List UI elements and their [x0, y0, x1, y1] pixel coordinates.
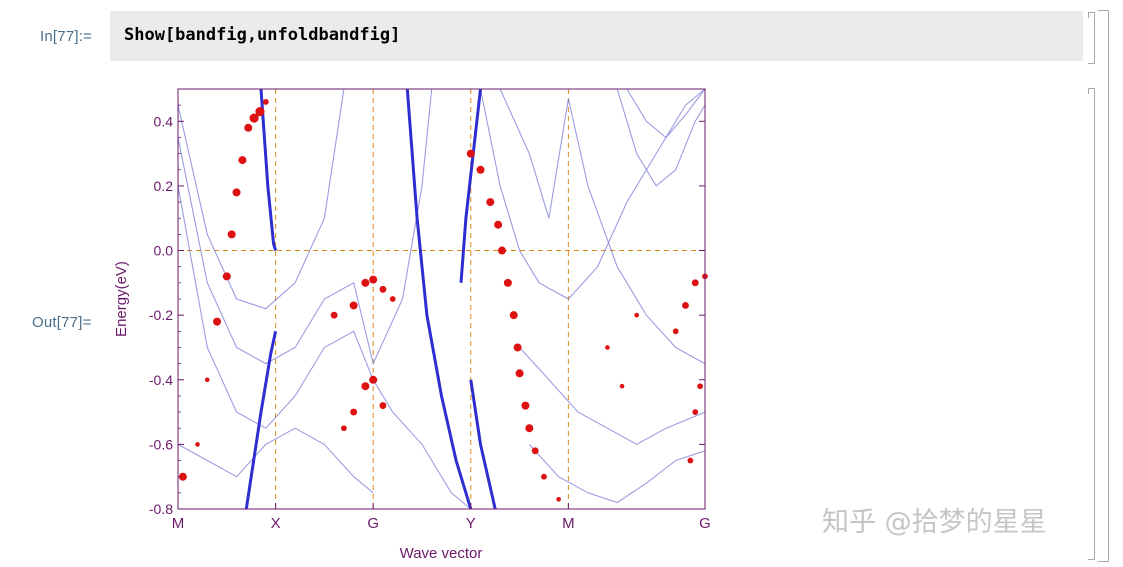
unfold-weight-point [697, 383, 704, 390]
unfold-weight-point [369, 375, 378, 384]
unfold-weight-point [476, 165, 485, 174]
unfold-weight-point [691, 279, 699, 287]
band-line [519, 347, 706, 446]
y-tick-label: 0.0 [154, 243, 174, 259]
unfold-weight-point [556, 496, 561, 502]
band-line [616, 88, 706, 187]
unfold-weight-point [178, 472, 187, 481]
input-cell-bracket[interactable] [1088, 12, 1095, 64]
bold-band-line [259, 88, 278, 251]
unfold-weight-point [238, 156, 247, 165]
output-cell-bracket[interactable] [1088, 88, 1095, 560]
band-line [528, 444, 706, 504]
unfold-weight-point [498, 246, 507, 255]
unfold-weight-point [244, 123, 253, 132]
output-cell-label: Out[77]= [32, 314, 92, 331]
unfold-weight-point [513, 343, 522, 352]
unfold-weight-point [204, 377, 210, 383]
band-line [626, 88, 706, 139]
unfold-weight-point [232, 188, 241, 197]
band-line [177, 88, 345, 310]
unfold-weight-point [687, 457, 694, 464]
y-tick-label: 0.4 [154, 113, 174, 129]
unfold-weight-point [361, 382, 370, 391]
unfold-weight-point [341, 425, 347, 432]
band-line [177, 88, 433, 366]
bold-band-line [405, 88, 473, 510]
y-tick-label: -0.8 [149, 501, 173, 517]
unfold-weight-point [389, 296, 396, 302]
input-code[interactable]: Show[bandfig,unfoldbandfig] [124, 25, 401, 45]
x-tick-label: X [271, 515, 281, 532]
unfold-weight-point [515, 369, 524, 378]
unfold-weight-point [634, 312, 640, 318]
unfold-weight-point [369, 275, 378, 284]
unfold-weight-point [521, 401, 530, 410]
input-cell[interactable]: Show[bandfig,unfoldbandfig] [110, 11, 1083, 61]
unfold-weight-point [605, 345, 610, 350]
unfold-weight-point [195, 442, 200, 447]
unfold-weight-point [213, 317, 222, 326]
unfold-weight-point [361, 278, 370, 287]
group-cell-bracket[interactable] [1098, 10, 1109, 562]
unfold-weight-point [379, 285, 387, 293]
unfold-weight-point [692, 409, 699, 415]
unfold-weight-point [349, 301, 358, 310]
x-tick-label: Y [466, 515, 476, 532]
unfold-weight-point [682, 302, 689, 309]
bold-band-line [459, 88, 482, 283]
x-tick-label: M [172, 515, 185, 532]
unfold-weight-point [672, 328, 679, 335]
x-tick-label: G [699, 515, 711, 532]
unfold-weight-point [222, 272, 231, 281]
unfold-weight-point [525, 424, 534, 433]
band-line [499, 88, 706, 365]
y-tick-label: 0.2 [154, 178, 174, 194]
unfold-weight-point [262, 99, 269, 105]
unfold-weight-point [330, 311, 338, 319]
x-tick-label: G [367, 515, 379, 532]
band-line [177, 427, 374, 494]
bold-band-line [469, 379, 497, 510]
bold-band-line [244, 330, 278, 510]
unfold-weight-point [509, 311, 518, 320]
unfold-weight-point [379, 402, 387, 410]
unfold-weight-point [466, 149, 475, 158]
unfold-weight-point [249, 113, 259, 123]
y-tick-label: -0.4 [149, 372, 173, 388]
watermark: 知乎 @拾梦的星星 [822, 507, 1047, 538]
band-line [479, 88, 706, 300]
unfold-weight-point [350, 408, 358, 416]
unfold-weight-point [494, 220, 503, 229]
unfold-weight-point [619, 383, 625, 389]
x-tick-label: M [562, 515, 575, 532]
band-line [177, 185, 472, 510]
unfold-weight-point [531, 447, 539, 455]
unfold-weight-point [503, 278, 512, 287]
y-tick-label: -0.2 [149, 307, 173, 323]
unfold-weight-point [541, 473, 547, 480]
unfold-weight-point [255, 107, 265, 117]
y-axis-label: Energy(eV) [113, 261, 130, 337]
unfold-weight-point [486, 198, 495, 207]
unfold-weight-point [227, 230, 236, 239]
x-axis-label: Wave vector [400, 545, 483, 562]
y-tick-label: -0.6 [149, 436, 173, 452]
input-cell-label: In[77]:= [40, 28, 93, 45]
